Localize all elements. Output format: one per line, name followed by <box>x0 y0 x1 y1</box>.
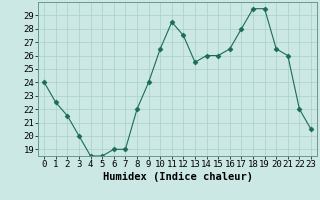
X-axis label: Humidex (Indice chaleur): Humidex (Indice chaleur) <box>103 172 252 182</box>
